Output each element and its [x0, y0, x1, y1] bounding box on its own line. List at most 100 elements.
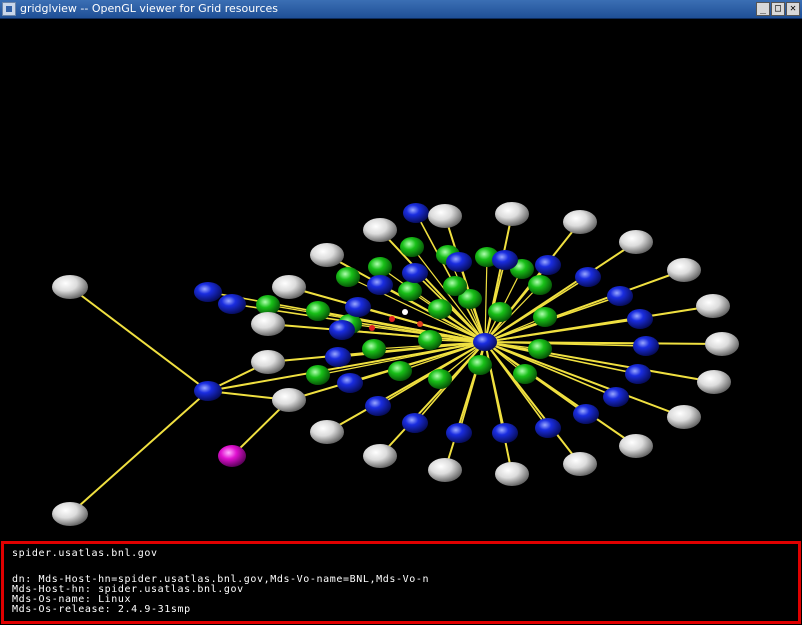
white-node-2[interactable] — [563, 210, 597, 234]
close-button[interactable]: ✕ — [786, 2, 800, 16]
blue-node-12[interactable] — [446, 423, 472, 443]
opengl-canvas[interactable] — [0, 19, 802, 541]
blue-node-left-upper[interactable] — [194, 282, 222, 302]
white-node-11[interactable] — [495, 462, 529, 486]
hub-edge — [484, 341, 639, 375]
white-node-far-left[interactable] — [52, 275, 88, 299]
blue-node-4[interactable] — [607, 286, 633, 306]
blue-node-7[interactable] — [625, 364, 651, 384]
white-node-6[interactable] — [705, 332, 739, 356]
marker-node-0[interactable] — [389, 316, 395, 322]
blue-node-21[interactable] — [402, 263, 428, 283]
central-hub-node[interactable] — [473, 333, 497, 351]
info-host: spider.usatlas.bnl.gov — [12, 548, 158, 559]
marker-node-2[interactable] — [369, 325, 375, 331]
hub-edge — [411, 246, 486, 343]
link-edge — [69, 390, 209, 515]
white-node-8[interactable] — [667, 405, 701, 429]
blue-node-20[interactable] — [403, 203, 429, 223]
info-line-os-release: Mds-Os-release: 2.4.9-31smp — [12, 604, 191, 615]
title-bar[interactable]: gridglview -- OpenGL viewer for Grid res… — [0, 0, 802, 19]
window-title: gridglview -- OpenGL viewer for Grid res… — [20, 2, 279, 15]
green-node-8[interactable] — [468, 355, 492, 375]
green-node-9[interactable] — [428, 369, 452, 389]
green-node-13[interactable] — [336, 267, 360, 287]
white-node-1[interactable] — [495, 202, 529, 226]
blue-node-19[interactable] — [367, 275, 393, 295]
hub-edge — [484, 284, 541, 343]
grid-graph-view[interactable] — [0, 19, 802, 541]
blue-node-9[interactable] — [573, 404, 599, 424]
green-node-18[interactable] — [488, 302, 512, 322]
white-node-3[interactable] — [619, 230, 653, 254]
green-node-17[interactable] — [458, 289, 482, 309]
white-node-17[interactable] — [251, 312, 285, 336]
hub-edge — [484, 341, 506, 434]
blue-node-13[interactable] — [402, 413, 428, 433]
white-node-15[interactable] — [272, 388, 306, 412]
green-node-16[interactable] — [428, 299, 452, 319]
marker-node-3[interactable] — [417, 321, 423, 327]
blue-node-11[interactable] — [492, 423, 518, 443]
hub-edge — [341, 329, 486, 343]
green-node-23[interactable] — [443, 276, 467, 296]
blue-node-1[interactable] — [492, 250, 518, 270]
blue-node-10[interactable] — [535, 418, 561, 438]
green-node-14[interactable] — [368, 257, 392, 277]
hub-edge — [484, 276, 589, 343]
blue-node-5[interactable] — [627, 309, 653, 329]
green-node-6[interactable] — [528, 339, 552, 359]
left-hub-node[interactable] — [194, 381, 222, 401]
maximize-button[interactable]: □ — [771, 2, 785, 16]
white-node-10[interactable] — [563, 452, 597, 476]
green-node-11[interactable] — [362, 339, 386, 359]
green-node-21[interactable] — [306, 365, 330, 385]
white-node-4[interactable] — [667, 258, 701, 282]
green-node-7[interactable] — [513, 364, 537, 384]
blue-node-17[interactable] — [329, 320, 355, 340]
white-node-19[interactable] — [310, 243, 344, 267]
blue-node-6[interactable] — [633, 336, 659, 356]
blue-node-0[interactable] — [446, 252, 472, 272]
blue-node-2[interactable] — [535, 255, 561, 275]
blue-node-left-lower[interactable] — [218, 294, 246, 314]
hub-edge — [484, 341, 685, 418]
white-node-14[interactable] — [310, 420, 344, 444]
white-node-bottom-left[interactable] — [52, 502, 88, 526]
green-node-19[interactable] — [306, 301, 330, 321]
white-node-18[interactable] — [272, 275, 306, 299]
magenta-node[interactable] — [218, 445, 246, 467]
green-node-20[interactable] — [256, 295, 280, 315]
blue-node-3[interactable] — [575, 267, 601, 287]
green-node-0[interactable] — [400, 237, 424, 257]
white-node-5[interactable] — [696, 294, 730, 318]
hub-edge — [484, 341, 617, 398]
white-node-12[interactable] — [428, 458, 462, 482]
blue-node-15[interactable] — [337, 373, 363, 393]
white-node-0[interactable] — [428, 204, 462, 228]
blue-node-18[interactable] — [345, 297, 371, 317]
hub-edge — [484, 256, 488, 343]
info-panel: spider.usatlas.bnl.gov dn: Mds-Host-hn=s… — [1, 541, 801, 624]
green-node-5[interactable] — [533, 307, 557, 327]
white-node-7[interactable] — [697, 370, 731, 394]
green-node-15[interactable] — [398, 281, 422, 301]
link-edge — [207, 341, 486, 392]
blue-node-14[interactable] — [365, 396, 391, 416]
hub-edge — [379, 341, 486, 457]
app-icon[interactable] — [2, 2, 16, 16]
green-node-4[interactable] — [528, 275, 552, 295]
hub-edge — [484, 259, 506, 343]
blue-node-8[interactable] — [603, 387, 629, 407]
green-node-10[interactable] — [388, 361, 412, 381]
minimize-button[interactable]: _ — [756, 2, 770, 16]
white-node-13[interactable] — [363, 444, 397, 468]
white-node-9[interactable] — [619, 434, 653, 458]
hub-edge — [337, 341, 486, 358]
green-node-22[interactable] — [418, 330, 442, 350]
marker-node-1[interactable] — [402, 309, 408, 315]
hub-edge — [484, 341, 715, 383]
white-node-20[interactable] — [363, 218, 397, 242]
white-node-16[interactable] — [251, 350, 285, 374]
blue-node-16[interactable] — [325, 347, 351, 367]
